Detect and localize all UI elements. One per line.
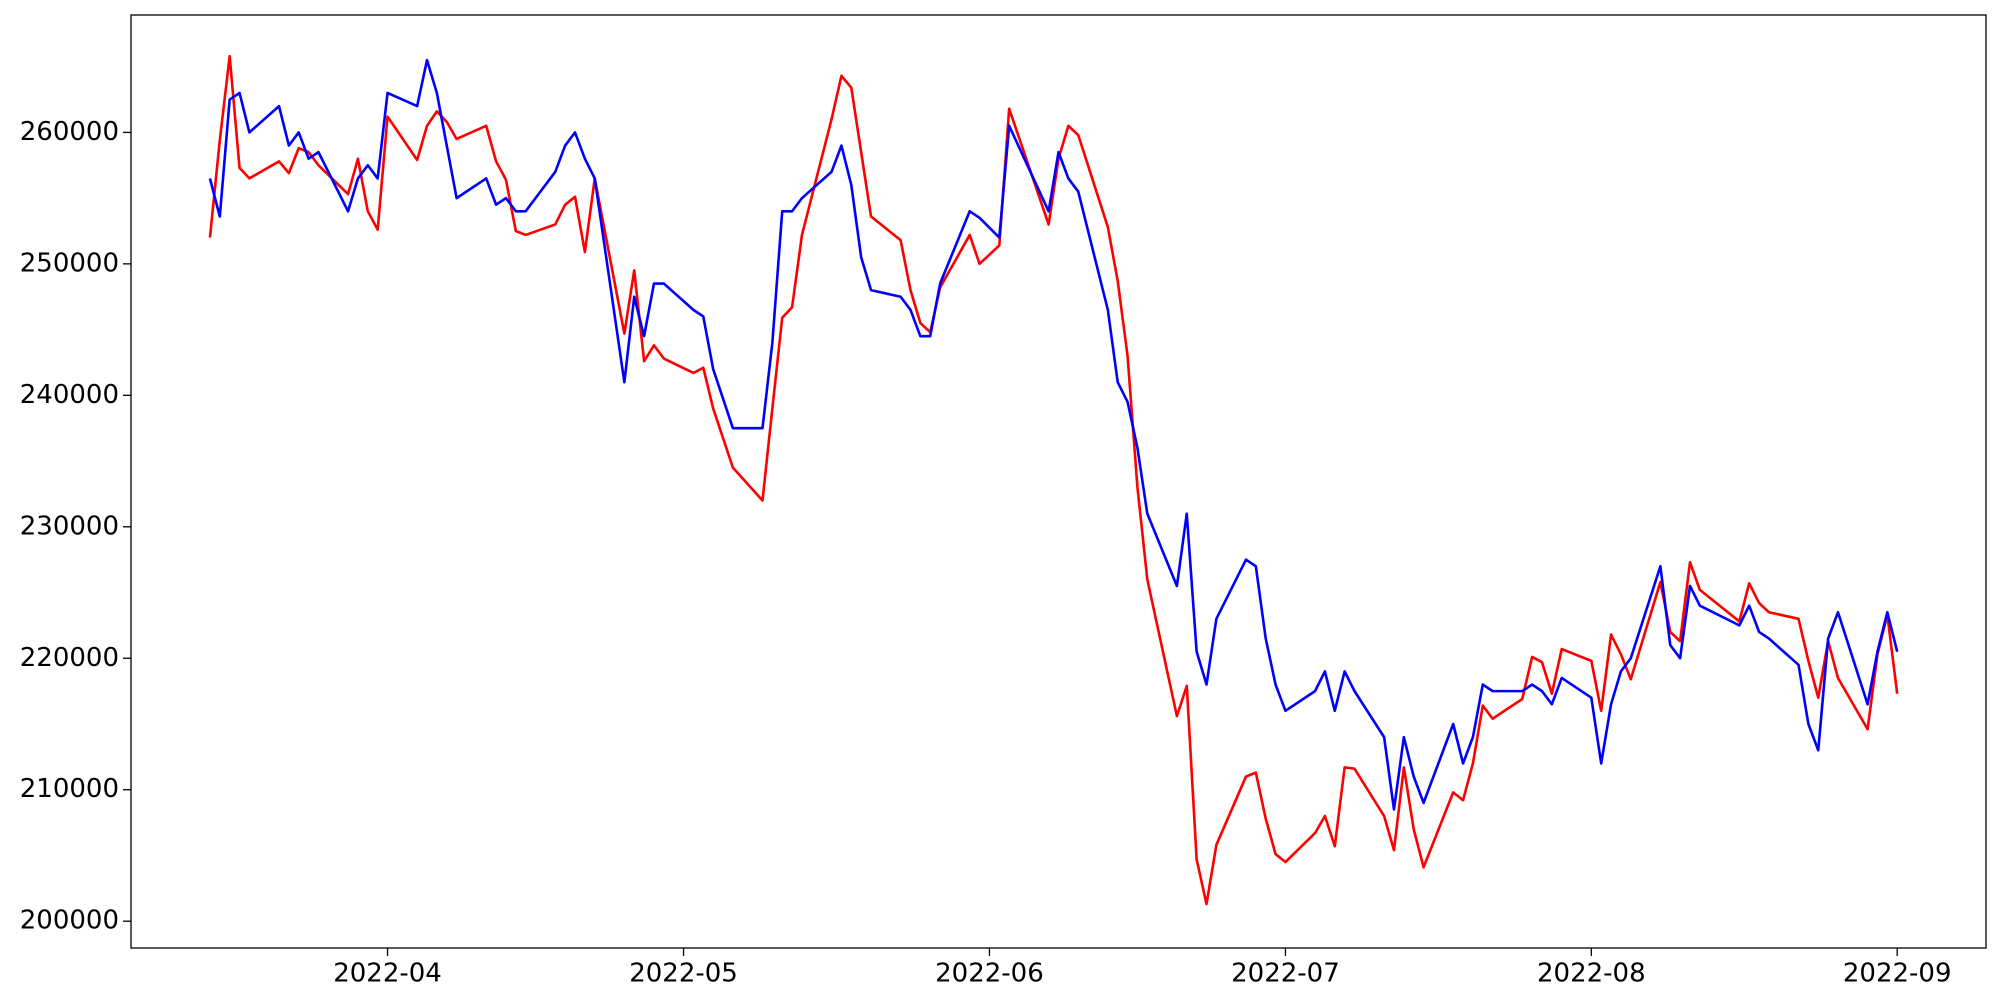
y-tick-label: 230000 [20, 511, 119, 541]
x-tick-label: 2022-06 [935, 959, 1044, 989]
y-tick-label: 220000 [20, 643, 119, 673]
plot-frame [130, 14, 1987, 949]
y-tick-label: 250000 [20, 248, 119, 278]
x-tick-label: 2022-07 [1231, 959, 1340, 989]
x-tick-label: 2022-09 [1843, 959, 1952, 989]
x-tick-label: 2022-04 [333, 959, 442, 989]
y-tick-label: 210000 [20, 774, 119, 804]
x-tick-label: 2022-08 [1537, 959, 1646, 989]
y-tick-label: 260000 [20, 117, 119, 147]
y-tick-label: 200000 [20, 906, 119, 936]
y-tick-label: 240000 [20, 380, 119, 410]
data-line [208, 54, 1899, 906]
x-tick-label: 2022-05 [629, 959, 738, 989]
data-line [208, 58, 1899, 811]
